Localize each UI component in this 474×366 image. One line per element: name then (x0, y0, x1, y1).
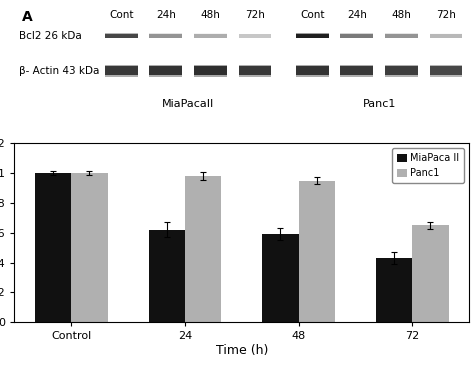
Bar (238, 33, 271, 34)
Text: β- Actin 43 kDa: β- Actin 43 kDa (19, 66, 99, 76)
Text: 48h: 48h (201, 10, 220, 19)
Bar (296, 75, 328, 76)
Bar (340, 37, 373, 38)
Bar (149, 66, 182, 75)
Bar (194, 37, 227, 38)
Text: Cont: Cont (300, 10, 325, 19)
Bar (238, 34, 271, 38)
Bar (105, 34, 137, 38)
Bar (296, 37, 328, 38)
Bar (194, 65, 227, 67)
Bar (105, 65, 137, 67)
Bar (429, 65, 463, 67)
Bar (340, 34, 373, 38)
Text: 72h: 72h (436, 10, 456, 19)
Bar (340, 65, 373, 67)
Legend: MiaPaca II, Panc1: MiaPaca II, Panc1 (392, 148, 465, 183)
Bar (429, 66, 463, 75)
Bar (194, 33, 227, 34)
Text: MiaPacaII: MiaPacaII (162, 99, 214, 109)
Bar (149, 37, 182, 38)
Bar (412, 225, 448, 322)
Text: A: A (22, 10, 33, 24)
Bar (149, 75, 182, 76)
Bar (296, 65, 328, 67)
Bar (385, 75, 418, 76)
Text: 72h: 72h (245, 10, 265, 19)
Bar (194, 75, 227, 76)
Text: 48h: 48h (392, 10, 411, 19)
Bar (185, 176, 221, 322)
Bar (35, 173, 71, 322)
Bar (238, 66, 271, 75)
Bar (299, 180, 335, 322)
Text: 24h: 24h (347, 10, 367, 19)
Bar (105, 66, 137, 75)
Text: 24h: 24h (156, 10, 176, 19)
Bar (148, 230, 185, 322)
Bar (71, 173, 108, 322)
Bar (340, 33, 373, 34)
Bar (376, 258, 412, 322)
Bar (296, 33, 328, 34)
Bar (238, 75, 271, 76)
Bar (238, 65, 271, 67)
Bar (340, 66, 373, 75)
Bar (385, 66, 418, 75)
Bar (149, 65, 182, 67)
Bar (149, 33, 182, 34)
Bar (105, 33, 137, 34)
Bar (385, 34, 418, 38)
Bar (429, 75, 463, 76)
Bar (429, 34, 463, 38)
Bar (105, 37, 137, 38)
Bar (429, 33, 463, 34)
Bar (296, 66, 328, 75)
Bar (194, 66, 227, 75)
Bar (385, 65, 418, 67)
Text: Panc1: Panc1 (363, 99, 396, 109)
Bar (340, 75, 373, 76)
Text: Cont: Cont (109, 10, 133, 19)
Bar (385, 37, 418, 38)
Bar (238, 37, 271, 38)
Bar (429, 37, 463, 38)
X-axis label: Time (h): Time (h) (216, 344, 268, 357)
Bar (105, 75, 137, 76)
Bar (385, 33, 418, 34)
Bar (194, 34, 227, 38)
Bar (262, 234, 299, 322)
Text: Bcl2 26 kDa: Bcl2 26 kDa (19, 31, 82, 41)
Bar (149, 34, 182, 38)
Bar (296, 34, 328, 38)
